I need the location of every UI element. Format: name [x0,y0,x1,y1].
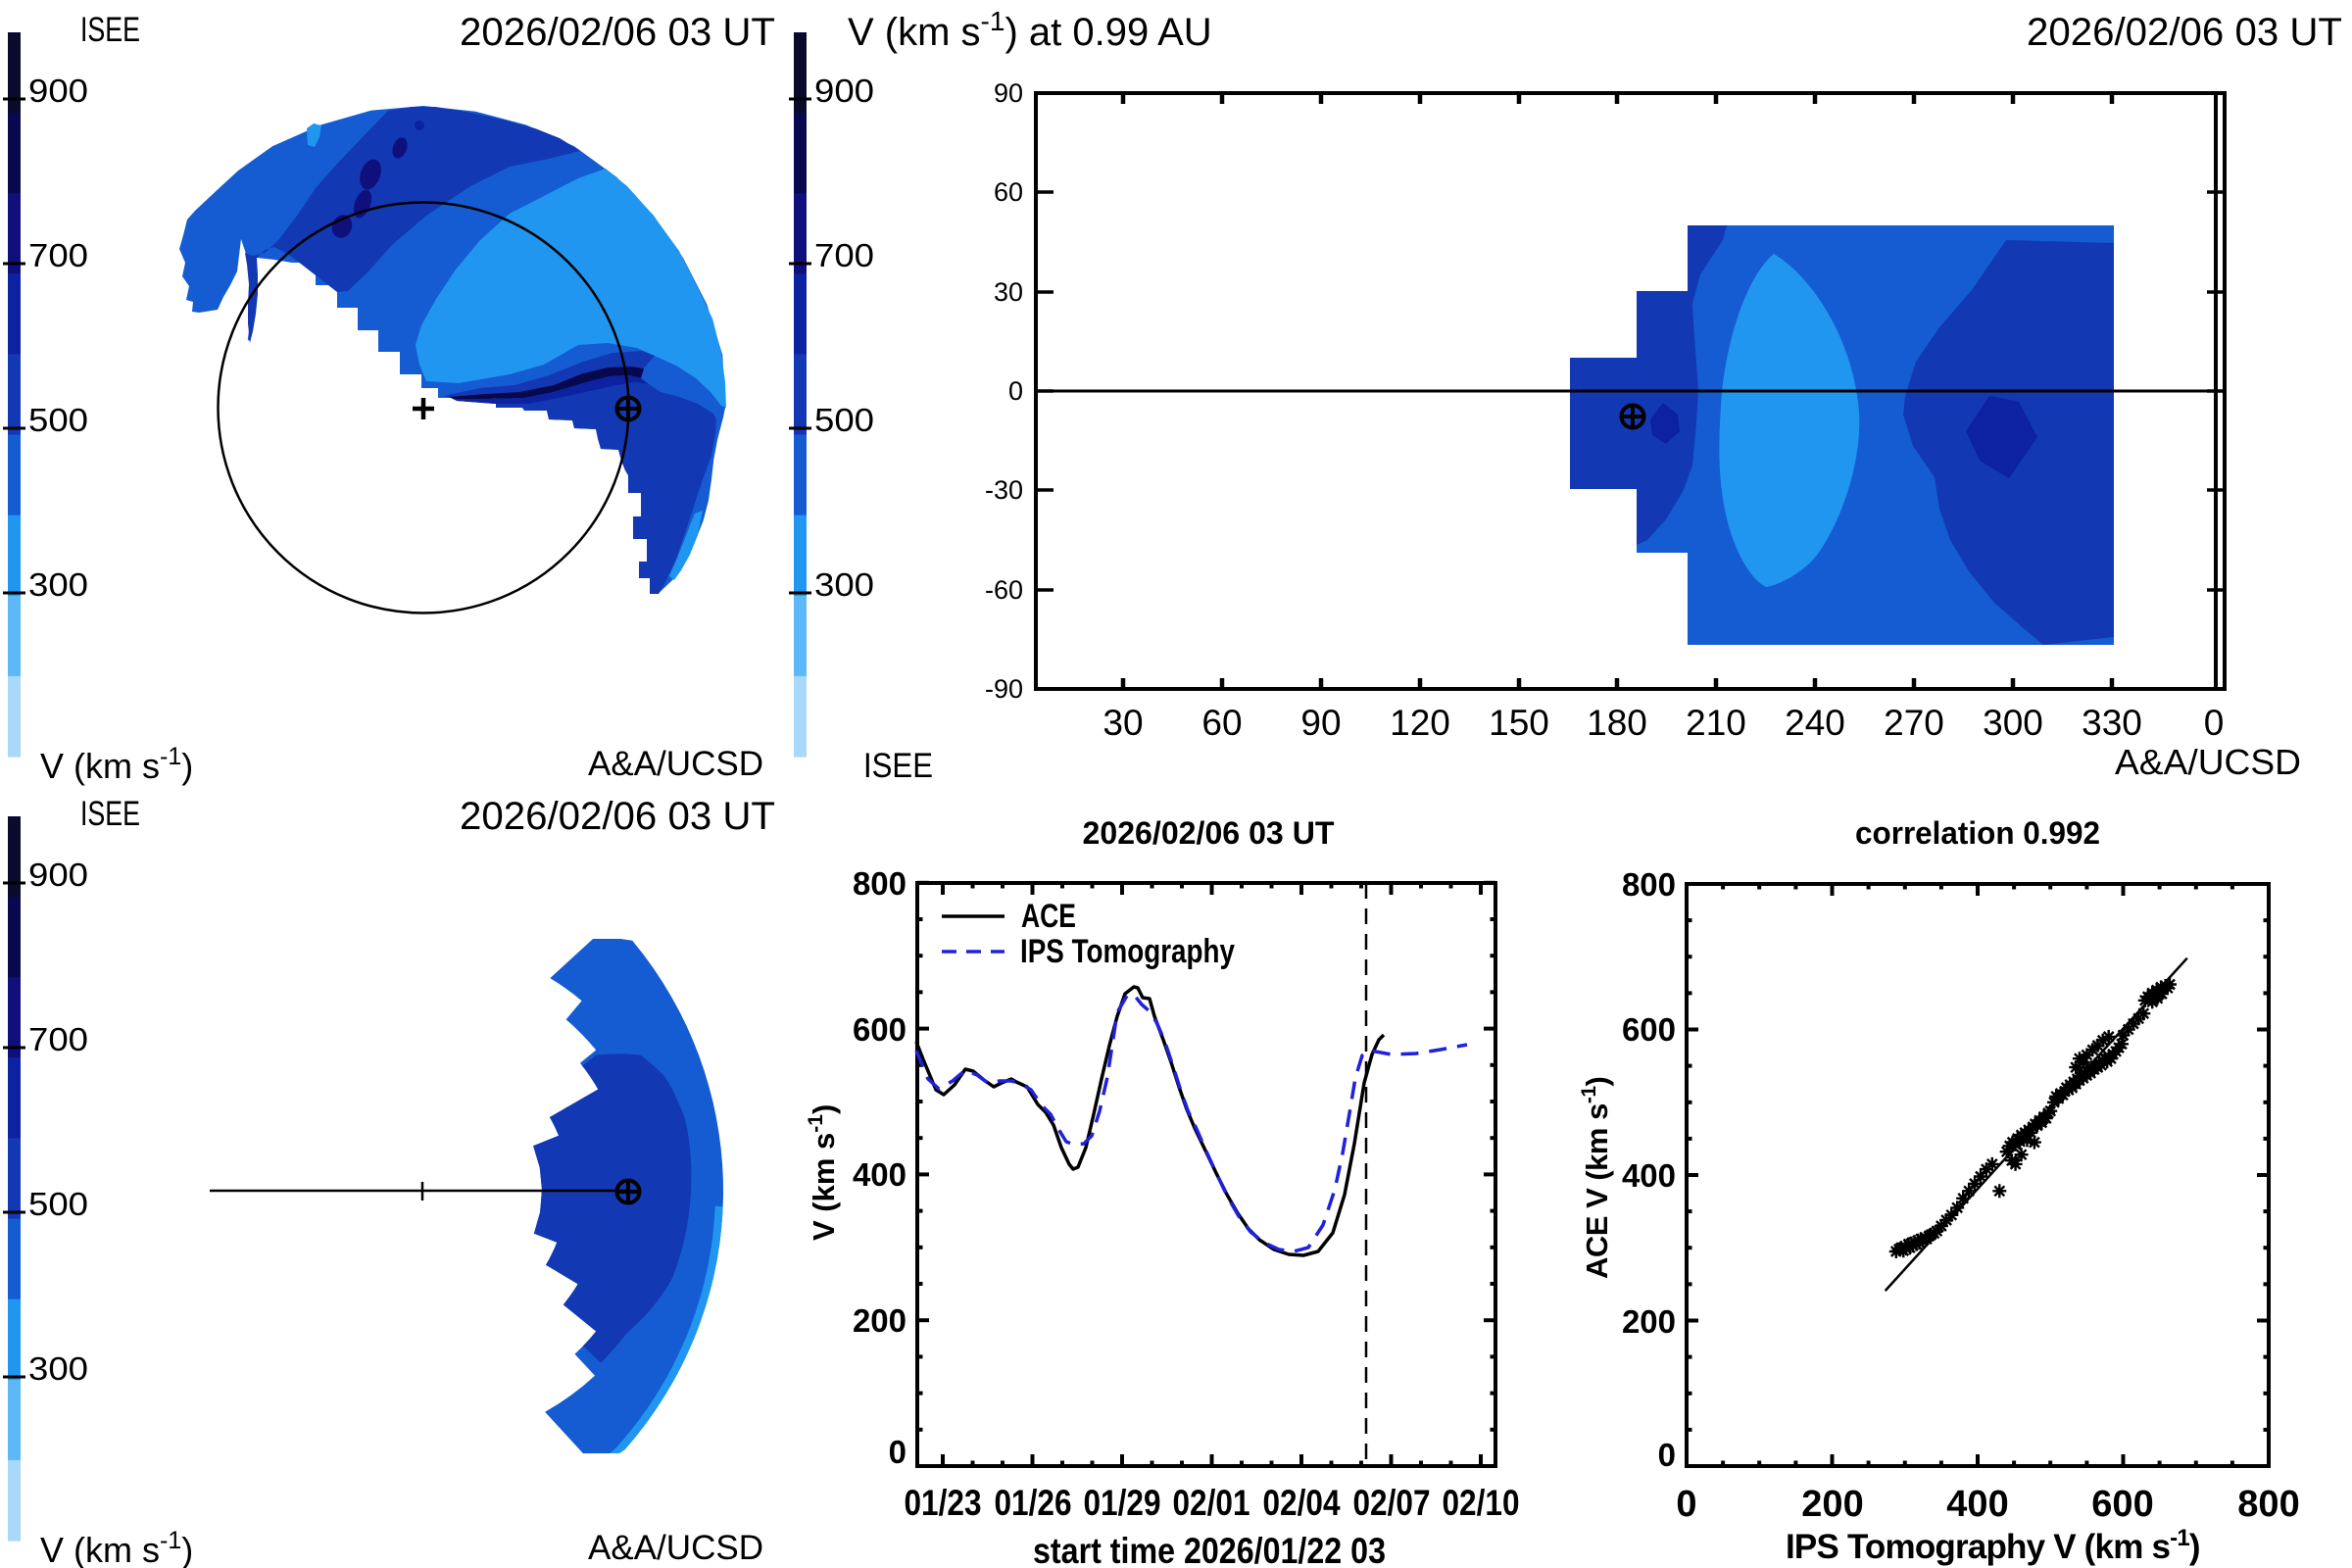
svg-text:800: 800 [1622,866,1676,903]
svg-text:A&A/UCSD: A&A/UCSD [588,1529,763,1567]
svg-text:900: 900 [28,73,88,109]
svg-text:02/04: 02/04 [1263,1483,1341,1523]
svg-text:700: 700 [28,237,88,273]
svg-text:600: 600 [1622,1011,1676,1048]
svg-text:60: 60 [1201,703,1242,743]
svg-text:V (km s-1) at 0.99 AU: V (km s-1) at 0.99 AU [848,6,1212,54]
svg-text:400: 400 [853,1156,906,1193]
svg-text:500: 500 [28,402,88,438]
svg-text:300: 300 [814,566,874,603]
svg-text:600: 600 [2091,1484,2153,1525]
svg-text:start time 2026/01/22 03: start time 2026/01/22 03 [1033,1531,1386,1568]
svg-text:0: 0 [889,1434,906,1470]
svg-text:02/07: 02/07 [1353,1483,1431,1523]
svg-text:0: 0 [1658,1437,1676,1473]
svg-text:200: 200 [1801,1484,1863,1525]
svg-text:2026/02/06 03 UT: 2026/02/06 03 UT [460,11,775,54]
svg-text:210: 210 [1686,703,1746,743]
svg-text:0: 0 [1676,1484,1696,1525]
svg-text:120: 120 [1390,703,1450,743]
svg-text:180: 180 [1587,703,1647,743]
svg-text:300: 300 [28,1350,88,1387]
svg-text:90: 90 [994,78,1023,108]
svg-text:02/10: 02/10 [1443,1483,1520,1523]
svg-text:-60: -60 [985,575,1023,605]
svg-text:ISEE: ISEE [80,795,140,833]
svg-text:01/23: 01/23 [905,1483,982,1523]
svg-text:30: 30 [994,277,1023,307]
svg-text:500: 500 [814,402,874,438]
svg-text:01/29: 01/29 [1084,1483,1161,1523]
svg-text:ACE: ACE [1021,898,1076,935]
svg-text:200: 200 [853,1302,906,1339]
svg-text:IPS Tomography: IPS Tomography [1020,933,1235,970]
svg-text:330: 330 [2082,703,2142,743]
svg-text:ISEE: ISEE [863,747,933,785]
svg-text:700: 700 [814,237,874,273]
svg-text:900: 900 [814,73,874,109]
svg-text:800: 800 [853,865,906,902]
svg-text:2026/02/06 03 UT: 2026/02/06 03 UT [460,795,775,838]
svg-text:2026/02/06 03 UT: 2026/02/06 03 UT [1083,815,1335,851]
svg-text:200: 200 [1622,1303,1676,1340]
svg-text:300: 300 [28,566,88,603]
svg-text:A&A/UCSD: A&A/UCSD [2115,742,2301,782]
svg-text:600: 600 [853,1011,906,1048]
svg-text:-30: -30 [985,475,1023,505]
svg-text:700: 700 [28,1021,88,1057]
svg-text:01/26: 01/26 [995,1483,1072,1523]
svg-text:30: 30 [1102,703,1143,743]
svg-text:ACE V (km s-1): ACE V (km s-1) [1578,1077,1614,1279]
svg-text:0: 0 [2204,703,2225,743]
svg-text:02/01: 02/01 [1173,1483,1250,1523]
svg-text:270: 270 [1884,703,1944,743]
svg-text:2026/02/06 03 UT: 2026/02/06 03 UT [2027,11,2342,54]
svg-text:60: 60 [994,177,1023,207]
svg-text:150: 150 [1489,703,1549,743]
svg-text:300: 300 [1983,703,2043,743]
svg-text:800: 800 [2237,1484,2299,1525]
svg-text:IPS Tomography V (km s-1): IPS Tomography V (km s-1) [1786,1525,2200,1566]
svg-text:400: 400 [1622,1157,1676,1194]
svg-text:correlation 0.992: correlation 0.992 [1855,815,2100,851]
svg-text:ISEE: ISEE [80,11,140,49]
svg-text:500: 500 [28,1186,88,1222]
svg-text:240: 240 [1785,703,1845,743]
svg-text:-90: -90 [985,674,1023,704]
svg-text:400: 400 [1946,1484,2008,1525]
svg-text:A&A/UCSD: A&A/UCSD [588,745,763,783]
svg-text:90: 90 [1300,703,1341,743]
svg-text:900: 900 [28,857,88,893]
svg-text:0: 0 [1008,376,1023,406]
